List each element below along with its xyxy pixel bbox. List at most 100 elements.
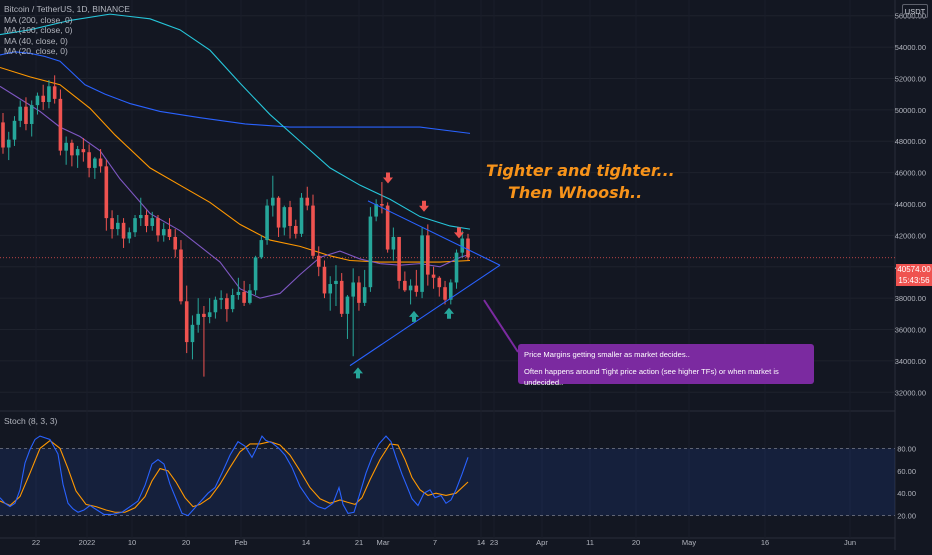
- candle-body[interactable]: [385, 205, 390, 250]
- currency-button[interactable]: USDT: [902, 4, 928, 18]
- legend-ma200[interactable]: MA (200, close, 0): [4, 14, 73, 25]
- candle-body[interactable]: [288, 207, 292, 226]
- candle-body[interactable]: [408, 285, 413, 291]
- candle-body[interactable]: [173, 236, 178, 250]
- candle-body[interactable]: [271, 197, 275, 206]
- candle-body[interactable]: [64, 142, 68, 151]
- candle-body[interactable]: [426, 235, 430, 275]
- candle-body[interactable]: [98, 158, 103, 167]
- candle-body[interactable]: [293, 225, 298, 234]
- candle-body[interactable]: [58, 98, 63, 151]
- legend-symbol[interactable]: Bitcoin / TetherUS, 1D, BINANCE: [4, 4, 130, 14]
- candle-body[interactable]: [248, 290, 252, 303]
- candle-body[interactable]: [431, 274, 436, 278]
- legend-ma100[interactable]: MA (100, close, 0): [4, 25, 73, 35]
- candle-body[interactable]: [374, 204, 378, 217]
- legend-ma40[interactable]: MA (40, close, 0): [4, 35, 68, 46]
- candle-body[interactable]: [236, 291, 241, 296]
- candle-body[interactable]: [397, 236, 401, 281]
- candle-body[interactable]: [70, 142, 74, 156]
- candle-body[interactable]: [6, 139, 11, 148]
- candle-body[interactable]: [121, 222, 126, 239]
- candle-body[interactable]: [219, 298, 223, 300]
- candle-body[interactable]: [414, 285, 419, 292]
- candle-body[interactable]: [225, 298, 229, 310]
- candle-body[interactable]: [276, 197, 281, 228]
- candle-body[interactable]: [448, 282, 453, 300]
- candle-body[interactable]: [144, 214, 149, 226]
- candle-body[interactable]: [104, 166, 109, 219]
- candle-body[interactable]: [362, 287, 367, 303]
- candle-body[interactable]: [334, 280, 338, 285]
- candle-body[interactable]: [81, 149, 86, 153]
- candle-body[interactable]: [202, 313, 206, 317]
- candle-body[interactable]: [351, 282, 355, 297]
- candle-body[interactable]: [87, 152, 91, 168]
- candle-body[interactable]: [305, 197, 310, 206]
- candle-body[interactable]: [311, 205, 315, 256]
- candle-body[interactable]: [242, 291, 246, 303]
- candle-body[interactable]: [230, 295, 235, 310]
- candle-body[interactable]: [437, 277, 442, 288]
- candle-body[interactable]: [12, 120, 17, 140]
- candle-body[interactable]: [466, 238, 470, 258]
- candle-body[interactable]: [339, 280, 344, 314]
- candle-body[interactable]: [380, 204, 384, 206]
- candle-body[interactable]: [161, 229, 166, 236]
- candle-body[interactable]: [391, 236, 396, 250]
- candle-body[interactable]: [213, 299, 218, 313]
- candle-body[interactable]: [18, 106, 23, 121]
- candle-body[interactable]: [150, 218, 155, 226]
- candle-body[interactable]: [127, 232, 132, 239]
- candle-body[interactable]: [403, 280, 407, 291]
- candles[interactable]: [1, 75, 470, 377]
- candle-body[interactable]: [368, 216, 373, 288]
- candle-body[interactable]: [207, 312, 212, 317]
- candle-body[interactable]: [357, 282, 361, 303]
- candle-body[interactable]: [1, 122, 5, 148]
- legend-ma20[interactable]: MA (20, close, 0): [4, 46, 68, 56]
- candle-body[interactable]: [299, 197, 304, 234]
- stoch-label[interactable]: Stoch (8, 3, 3): [4, 416, 58, 426]
- stoch-d-line: [0, 439, 469, 513]
- candle-body[interactable]: [133, 218, 137, 233]
- price-axis[interactable]: 32000.0034000.0036000.0038000.0040000.00…: [895, 12, 926, 398]
- time-axis[interactable]: 22 2022 10 20 Feb 14 21 Mar 7 14 23 Apr 11 20 May 16 Jun: [32, 538, 856, 547]
- candle-body[interactable]: [196, 313, 200, 325]
- trendline-upper: [367, 200, 501, 266]
- candle-body[interactable]: [460, 238, 465, 253]
- candle-body[interactable]: [167, 229, 172, 237]
- candle-body[interactable]: [138, 214, 143, 219]
- candle-body[interactable]: [265, 205, 269, 241]
- time-tick-label: 16: [761, 538, 769, 547]
- candle-body[interactable]: [41, 95, 45, 102]
- candle-body[interactable]: [184, 301, 189, 343]
- trendlines: [349, 200, 501, 367]
- candle-body[interactable]: [259, 240, 264, 258]
- candle-body[interactable]: [47, 86, 51, 102]
- candle-body[interactable]: [420, 235, 424, 292]
- candle-body[interactable]: [443, 287, 447, 300]
- time-tick-label: May: [682, 538, 696, 547]
- candle-body[interactable]: [179, 249, 183, 302]
- candle-body[interactable]: [454, 252, 459, 283]
- candle-body[interactable]: [29, 105, 34, 124]
- candle-body[interactable]: [75, 149, 80, 156]
- candle-body[interactable]: [190, 324, 195, 343]
- candle-body[interactable]: [156, 218, 160, 236]
- candle-body[interactable]: [253, 257, 258, 291]
- stoch-band-group: [0, 448, 895, 516]
- candle-body[interactable]: [24, 106, 28, 124]
- candle-body[interactable]: [345, 296, 350, 314]
- candle-body[interactable]: [328, 284, 333, 294]
- candle-body[interactable]: [322, 266, 327, 294]
- candle-body[interactable]: [116, 222, 120, 230]
- candle-body[interactable]: [93, 158, 97, 168]
- candle-body[interactable]: [316, 255, 321, 267]
- candle-body[interactable]: [52, 86, 57, 99]
- candle-body[interactable]: [282, 207, 287, 228]
- candle-body[interactable]: [110, 218, 114, 230]
- candle-body[interactable]: [35, 95, 40, 106]
